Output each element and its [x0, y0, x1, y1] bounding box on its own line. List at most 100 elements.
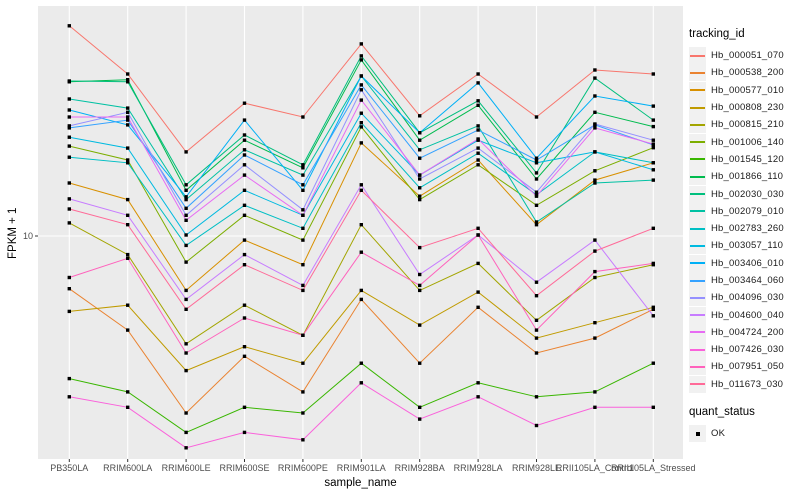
data-point	[126, 110, 130, 114]
legend-key	[689, 341, 706, 359]
data-point	[534, 423, 539, 428]
data-point	[126, 252, 130, 257]
data-point	[476, 226, 480, 230]
legend-line-swatch	[690, 158, 705, 161]
data-point	[126, 106, 130, 110]
data-point	[242, 101, 247, 105]
legend-item: Hb_004096_030	[689, 289, 799, 307]
data-point	[534, 190, 539, 194]
legend-item: Hb_001866_110	[689, 168, 799, 186]
legend-item: Hb_003406_010	[689, 254, 799, 272]
legend-line-swatch	[690, 383, 705, 386]
data-point	[418, 361, 422, 365]
data-point	[651, 361, 655, 365]
data-point	[418, 245, 422, 250]
data-point	[476, 233, 480, 237]
data-point	[593, 126, 597, 130]
legend-key	[689, 168, 706, 186]
data-point	[184, 260, 188, 264]
data-point	[593, 94, 597, 98]
legend-line-swatch	[690, 193, 705, 196]
data-point	[651, 168, 655, 172]
data-point	[67, 155, 71, 159]
data-point	[651, 138, 655, 142]
data-point	[359, 288, 363, 293]
data-point	[184, 446, 188, 450]
data-point	[651, 226, 655, 230]
data-point	[301, 166, 305, 170]
data-point	[67, 144, 71, 148]
legend-key	[689, 133, 706, 151]
legend-line-swatch	[690, 331, 705, 334]
data-point	[301, 333, 305, 337]
data-point	[67, 181, 71, 185]
data-point	[301, 163, 305, 167]
legend-line-swatch	[690, 54, 705, 57]
data-point	[476, 395, 480, 399]
data-point	[651, 72, 655, 76]
legend-key	[689, 116, 706, 134]
data-point	[359, 54, 363, 58]
legend-item: Hb_007426_030	[689, 341, 799, 359]
data-point	[418, 288, 422, 293]
data-point	[359, 381, 363, 385]
data-point	[126, 223, 130, 227]
quant-legend: quant_status OK	[689, 405, 799, 443]
data-point	[67, 287, 71, 291]
y-tick-label: 10	[23, 231, 33, 241]
x-tick-label: RRIM928LA	[454, 463, 503, 473]
data-point	[67, 108, 71, 112]
data-point	[67, 24, 71, 28]
data-point	[534, 161, 539, 165]
legend-item: Hb_001545_120	[689, 150, 799, 168]
data-point	[476, 128, 480, 132]
legend-label: Hb_001006_140	[711, 136, 784, 148]
data-point	[593, 181, 597, 185]
data-point	[418, 148, 422, 152]
legend-line-swatch	[690, 227, 705, 230]
data-point	[242, 303, 247, 307]
legend-item: Hb_000051_070	[689, 47, 799, 65]
data-point	[593, 321, 597, 325]
data-point	[242, 163, 247, 167]
data-point	[534, 156, 539, 160]
data-point	[184, 218, 188, 222]
data-point	[418, 114, 422, 118]
data-point	[534, 294, 539, 298]
data-point	[418, 138, 422, 142]
data-point	[534, 194, 539, 198]
data-point	[301, 361, 305, 365]
legend-line-swatch	[690, 262, 705, 265]
data-point	[67, 124, 71, 128]
data-point	[242, 263, 247, 267]
x-tick-label: RRIM928LE	[512, 463, 561, 473]
data-point	[126, 197, 130, 202]
data-point	[476, 163, 480, 167]
legend-item: Hb_007951_050	[689, 358, 799, 376]
data-point	[126, 72, 130, 76]
data-point	[593, 390, 597, 394]
data-point	[184, 188, 188, 192]
data-point	[418, 405, 422, 409]
legend-label: Hb_004096_030	[711, 292, 784, 304]
data-point	[242, 213, 247, 217]
x-tick-label: RRII105LA_Stressed	[611, 463, 696, 473]
legend-key	[689, 358, 706, 376]
data-point	[593, 76, 597, 80]
quant-legend-title: quant_status	[689, 405, 755, 418]
data-point	[184, 195, 188, 199]
data-point	[651, 405, 655, 409]
legend-key	[689, 323, 706, 341]
data-point	[242, 188, 247, 192]
data-point	[534, 158, 539, 162]
data-point	[534, 115, 539, 119]
x-tick-label: RRIM600LE	[162, 463, 211, 473]
data-point	[476, 305, 480, 309]
data-point	[359, 361, 363, 365]
legend-item: Hb_003057_110	[689, 237, 799, 255]
data-point	[184, 233, 188, 237]
data-point	[418, 283, 422, 288]
data-point	[301, 173, 305, 177]
data-point	[534, 171, 539, 175]
data-point	[184, 183, 188, 187]
